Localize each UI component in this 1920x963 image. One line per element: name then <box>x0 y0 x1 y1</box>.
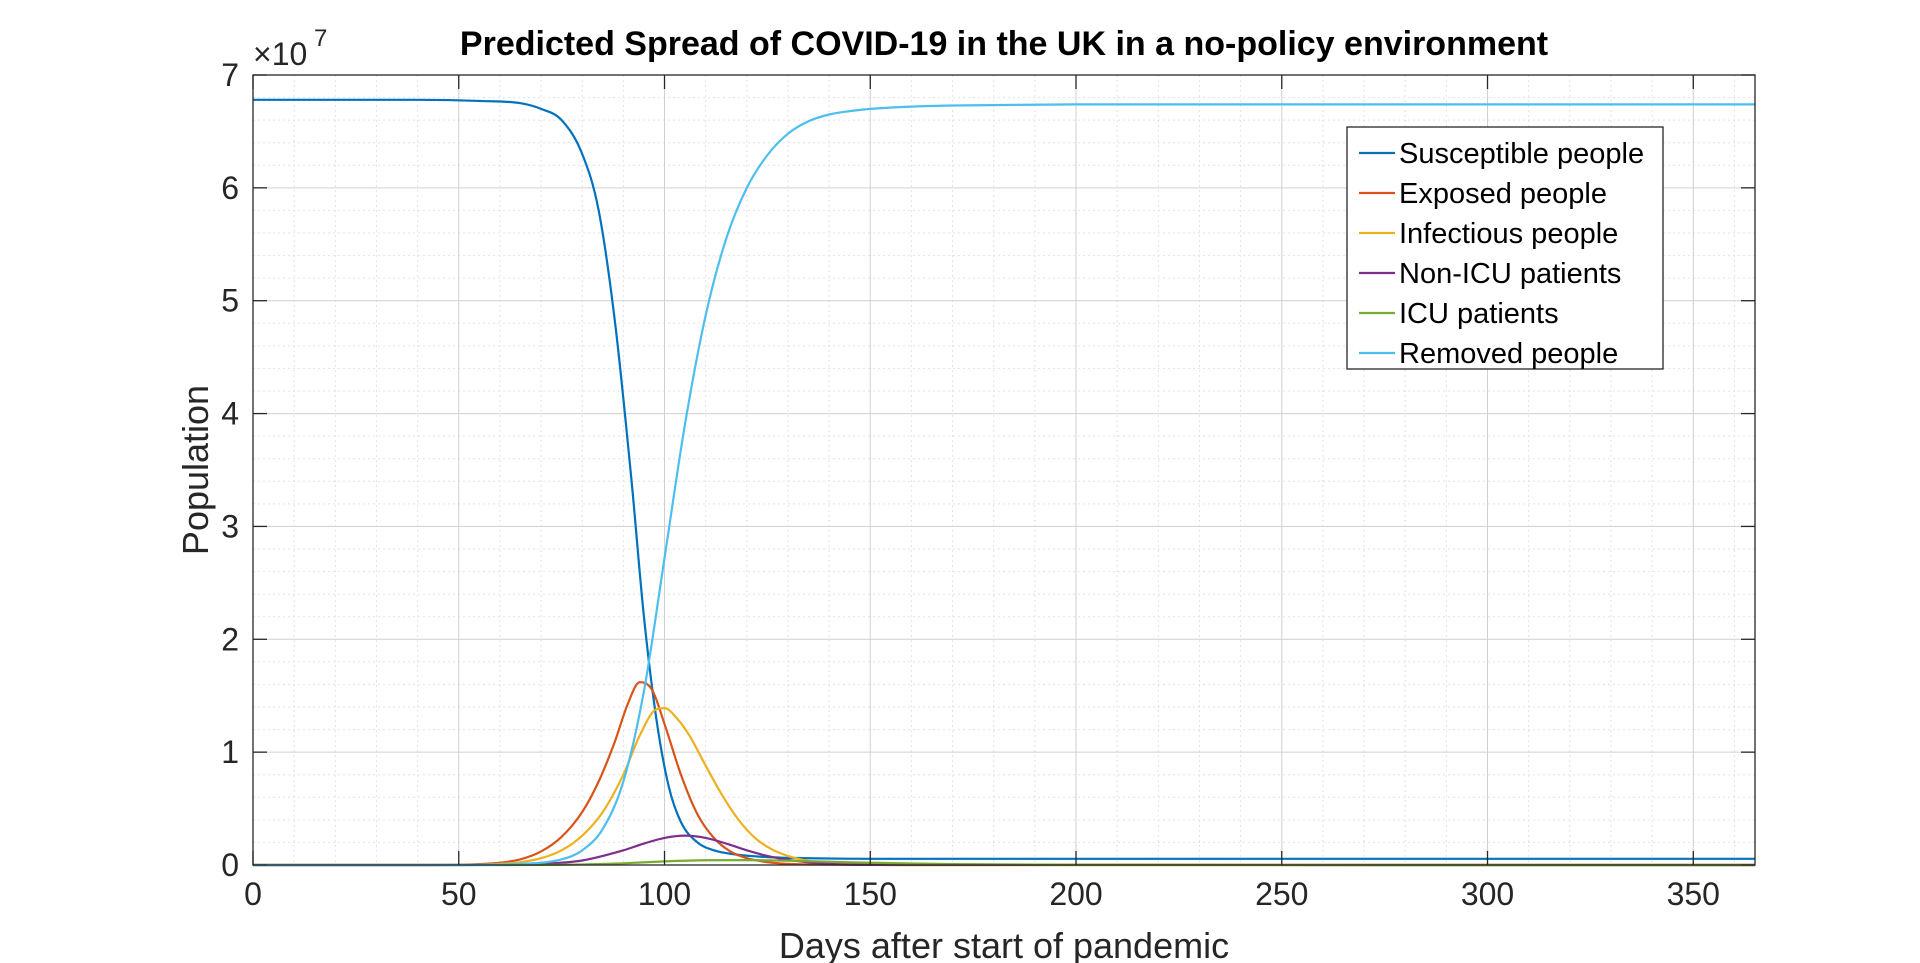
x-tick-labels: 0 50 100 150 200 250 300 350 <box>244 876 1720 912</box>
x-tick-label: 200 <box>1049 876 1102 912</box>
series-line-6 <box>252 103 1755 867</box>
legend-label: ICU patients <box>1399 298 1559 330</box>
x-tick-label: 300 <box>1461 876 1514 912</box>
legend-box <box>1346 126 1664 370</box>
x-tick-label: 150 <box>844 876 897 912</box>
y-tick-label: 4 <box>221 396 239 432</box>
series-line-1 <box>253 98 1755 860</box>
plot-frame <box>252 74 1756 866</box>
x-tick-label: 250 <box>1255 876 1308 912</box>
x-tick-label: 100 <box>638 876 691 912</box>
y-tick-label: 6 <box>221 170 239 206</box>
legend-label: Infectious people <box>1399 218 1618 250</box>
y-tick-label: 0 <box>221 847 239 883</box>
y-axis-label: Population <box>175 385 216 555</box>
y-tick-labels: 0 1 2 3 4 5 6 7 <box>221 57 239 883</box>
x-tick-label: 0 <box>244 876 262 912</box>
y-tick-label: 5 <box>221 283 239 319</box>
legend-label: Exposed people <box>1399 178 1607 210</box>
legend-label: Susceptible people <box>1399 138 1644 170</box>
y-tick-label: 1 <box>221 734 239 770</box>
y-tick-label: 7 <box>221 57 239 93</box>
x-axis-label: Days after start of pandemic <box>779 925 1229 963</box>
x-tick-label: 50 <box>441 876 477 912</box>
axis-ticks <box>252 74 1755 866</box>
legend-label: Non-ICU patients <box>1399 258 1621 290</box>
legend-label: Removed people <box>1399 338 1618 370</box>
y-exponent-power: 7 <box>314 25 327 52</box>
y-exponent-base: ×10 <box>253 36 307 72</box>
chart-title: Predicted Spread of COVID-19 in the UK i… <box>460 25 1548 63</box>
y-tick-label: 3 <box>221 508 239 544</box>
legend: Susceptible people Exposed people Infectio… <box>1346 126 1664 370</box>
x-tick-label: 350 <box>1667 876 1720 912</box>
y-tick-label: 2 <box>221 621 239 657</box>
